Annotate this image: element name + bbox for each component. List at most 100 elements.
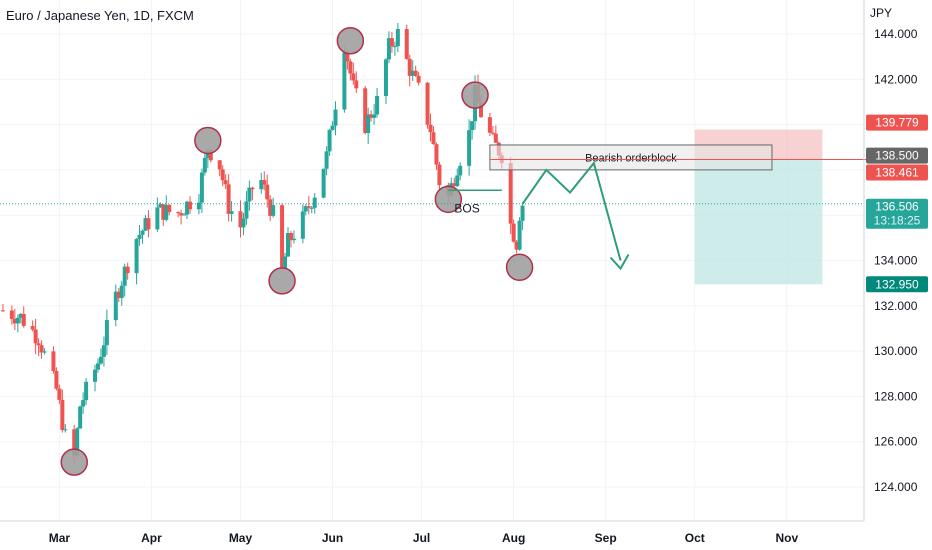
candle-body bbox=[60, 399, 65, 430]
candle-body bbox=[223, 180, 228, 185]
swing-point-marker bbox=[268, 267, 296, 295]
candle-body bbox=[369, 114, 374, 118]
price-label-box bbox=[866, 147, 928, 164]
candle-body bbox=[404, 29, 409, 59]
candle-body bbox=[158, 204, 163, 208]
candle-body bbox=[395, 29, 400, 47]
candle-body bbox=[386, 38, 391, 60]
x-tick-label: Nov bbox=[775, 531, 798, 545]
candle-body bbox=[265, 184, 270, 200]
candle-body bbox=[514, 241, 519, 250]
candle-body bbox=[33, 329, 38, 344]
candle-body bbox=[259, 180, 264, 190]
candle-body bbox=[363, 88, 368, 134]
candle-body bbox=[57, 388, 62, 400]
candle-body bbox=[517, 220, 522, 250]
candle-body bbox=[300, 211, 305, 239]
candle-body bbox=[407, 58, 412, 76]
candle-body bbox=[487, 117, 492, 133]
price-label: 138.500 bbox=[875, 149, 919, 163]
candle-body bbox=[490, 132, 495, 134]
candle-body bbox=[312, 197, 317, 208]
candle-body bbox=[324, 151, 329, 169]
candle-body bbox=[134, 239, 139, 274]
price-label: 138.461 bbox=[875, 165, 919, 179]
candle-body bbox=[437, 164, 442, 186]
candle-body bbox=[93, 369, 98, 382]
candle-body bbox=[268, 199, 273, 216]
candle-body bbox=[104, 320, 109, 346]
candle-body bbox=[202, 157, 207, 173]
candle-body bbox=[271, 205, 276, 216]
candle-body bbox=[508, 163, 513, 224]
orderblock-label: Bearish orderblock bbox=[585, 152, 677, 164]
candle-body bbox=[137, 234, 142, 240]
arrow-head bbox=[609, 254, 630, 271]
candle-body bbox=[164, 204, 169, 220]
candle-body bbox=[392, 46, 397, 48]
candle-body bbox=[428, 124, 433, 133]
candle-body bbox=[306, 206, 311, 208]
candle-body bbox=[291, 238, 296, 241]
swing-point-marker bbox=[60, 448, 88, 476]
candle-body bbox=[125, 266, 130, 274]
candle-body bbox=[161, 204, 166, 220]
candle-body bbox=[155, 207, 160, 230]
y-tick-label: 128.000 bbox=[874, 389, 918, 403]
orderblock-box bbox=[489, 144, 773, 171]
candle-body bbox=[226, 184, 231, 214]
candle-body bbox=[244, 201, 249, 219]
y-tick-label: 144.000 bbox=[874, 27, 918, 41]
bos-label: BOS bbox=[454, 201, 479, 215]
candle-body bbox=[176, 212, 181, 214]
candle-body bbox=[372, 114, 377, 118]
candle-body bbox=[333, 109, 338, 126]
price-label-box bbox=[866, 276, 928, 293]
x-tick-label: Jun bbox=[322, 531, 343, 545]
swing-point-marker bbox=[505, 253, 534, 282]
candle-body bbox=[199, 172, 204, 203]
candle-body bbox=[30, 325, 35, 330]
candle-body bbox=[410, 70, 415, 76]
candle-body bbox=[54, 371, 59, 389]
candle-body bbox=[383, 59, 388, 97]
swing-point-marker bbox=[461, 81, 489, 109]
candle-body bbox=[0, 310, 5, 312]
candle-body bbox=[345, 52, 350, 62]
candle-body bbox=[98, 356, 103, 364]
candle-body bbox=[351, 73, 356, 81]
grid bbox=[0, 0, 864, 521]
x-tick-label: Apr bbox=[141, 531, 162, 545]
candle-body bbox=[208, 150, 213, 161]
candle-body bbox=[63, 429, 68, 431]
candle-body bbox=[520, 205, 525, 221]
candle-body bbox=[78, 406, 83, 429]
candle-body bbox=[167, 204, 172, 213]
candle-body bbox=[182, 214, 187, 216]
y-tick-label: 130.000 bbox=[874, 344, 918, 358]
candle-body bbox=[75, 428, 80, 456]
candle-body bbox=[478, 102, 483, 118]
candle-body bbox=[238, 211, 243, 228]
y-tick-label: 142.000 bbox=[874, 72, 918, 86]
current-price-label: 136.506 bbox=[875, 200, 919, 214]
candle-body bbox=[15, 317, 20, 324]
y-tick-label: 132.000 bbox=[874, 299, 918, 313]
swing-point-marker bbox=[194, 126, 222, 155]
candle-body bbox=[18, 313, 23, 318]
countdown-timer: 13:18:25 bbox=[874, 214, 921, 228]
x-tick-label: Oct bbox=[685, 531, 705, 545]
y-tick-label: 134.000 bbox=[874, 254, 918, 268]
candle-body bbox=[434, 144, 439, 165]
candle-body bbox=[241, 218, 246, 228]
candle-body bbox=[113, 291, 118, 321]
candle-body bbox=[288, 233, 293, 241]
candle-body bbox=[217, 160, 222, 170]
candle-body bbox=[354, 80, 359, 89]
candle-body bbox=[330, 125, 335, 131]
candle-body bbox=[116, 291, 121, 299]
y-tick-label: 124.000 bbox=[874, 480, 918, 494]
candle-body bbox=[455, 175, 460, 187]
